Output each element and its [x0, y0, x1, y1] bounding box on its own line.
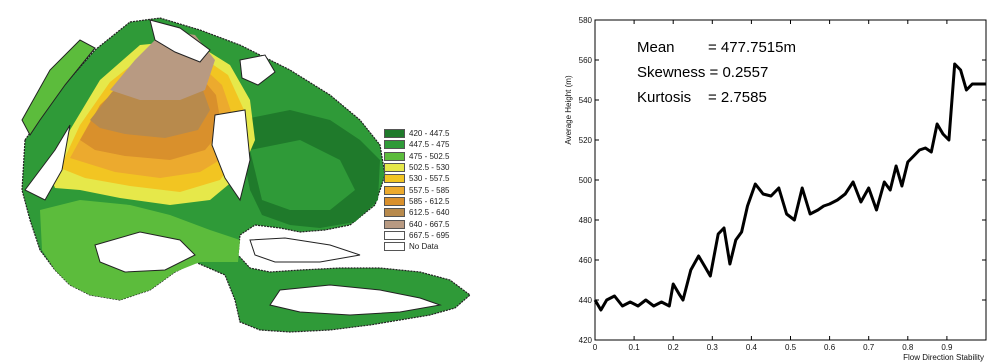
y-tick-label: 520: [579, 136, 593, 145]
stat-label: Kurtosis: [637, 89, 691, 106]
chart-annotations: Mean = 477.7515m Skewness = 0.2557 Kurtosis…: [637, 39, 796, 106]
y-tick-label: 540: [579, 96, 593, 105]
legend-item: 612.5 - 640: [384, 207, 496, 218]
legend-swatch: [384, 208, 405, 218]
y-tick-label: 560: [579, 56, 593, 65]
legend-label: 585 - 612.5: [409, 196, 450, 206]
legend-swatch: [384, 219, 405, 229]
legend-label: 530 - 557.5: [409, 174, 450, 184]
legend-label: 420 - 447.5: [409, 129, 450, 139]
legend-swatch: [384, 174, 405, 184]
legend-item: 557.5 - 585: [384, 184, 496, 195]
elevation-map-panel: 420 - 447.5 447.5 - 475 475 - 502.5 502.5 -…: [21, 17, 496, 333]
elevation-map: [21, 17, 471, 333]
legend-label: 502.5 - 530: [409, 163, 450, 173]
x-tick-label: 0.5: [785, 343, 797, 352]
stat-label: Skewness = 0.2557: [637, 64, 768, 81]
y-axis-label: Average Height (m): [564, 75, 573, 145]
legend-swatch: [384, 129, 405, 139]
y-tick-label: 420: [579, 336, 593, 345]
legend-item: 530 - 557.5: [384, 173, 496, 184]
y-tick-label: 460: [579, 256, 593, 265]
stat-value: = 477.7515m: [708, 39, 796, 56]
line-chart: 420 440 460 480 500 520 540 560 580 0 0.1 0.2 0.3 0.4…: [564, 16, 987, 362]
legend-item: 502.5 - 530: [384, 162, 496, 173]
legend-label: 612.5 - 640: [409, 208, 450, 218]
map-legend: 420 - 447.5 447.5 - 475 475 - 502.5 502.5 -…: [384, 128, 496, 252]
x-axis-label: Flow Direction Stability: [903, 353, 984, 362]
legend-swatch: [384, 140, 405, 150]
legend-label: 640 - 667.5: [409, 219, 450, 229]
map-shape: [21, 17, 471, 333]
chart-series: [593, 62, 986, 312]
legend-swatch: [384, 230, 405, 240]
x-tick-label: 0.8: [902, 343, 914, 352]
legend-item: 475 - 502.5: [384, 151, 496, 162]
x-tick-label: 0.9: [941, 343, 953, 352]
series-line: [593, 62, 986, 312]
y-tick-label: 480: [579, 216, 593, 225]
legend-label: No Data: [409, 242, 439, 252]
legend-swatch: [384, 242, 405, 252]
y-tick-label: 500: [579, 176, 593, 185]
x-tick-label: 0.3: [707, 343, 719, 352]
legend-item: No Data: [384, 241, 496, 252]
stat-value: = 2.7585: [708, 89, 767, 106]
legend-swatch: [384, 163, 405, 173]
y-tick-label: 440: [579, 296, 593, 305]
legend-swatch: [384, 185, 405, 195]
x-tick-label: 0: [593, 343, 598, 352]
legend-swatch: [384, 151, 405, 161]
legend-item: 667.5 - 695: [384, 230, 496, 241]
legend-label: 475 - 502.5: [409, 151, 450, 161]
chart-ticks: 420 440 460 480 500 520 540 560 580 0 0.1 0.2 0.3 0.4…: [579, 16, 986, 352]
legend-label: 447.5 - 475: [409, 140, 450, 150]
legend-item: 447.5 - 475: [384, 139, 496, 150]
legend-item: 420 - 447.5: [384, 128, 496, 139]
y-tick-label: 580: [579, 16, 593, 25]
legend-swatch: [384, 196, 405, 206]
stat-label: Mean: [637, 39, 675, 56]
x-tick-label: 0.4: [746, 343, 758, 352]
x-tick-label: 0.7: [863, 343, 875, 352]
x-tick-label: 0.6: [824, 343, 836, 352]
legend-item: 640 - 667.5: [384, 218, 496, 229]
legend-item: 585 - 612.5: [384, 196, 496, 207]
x-tick-label: 0.2: [668, 343, 680, 352]
line-chart-panel: 420 440 460 480 500 520 540 560 580 0 0.1 0.2 0.3 0.4…: [520, 0, 989, 363]
legend-label: 557.5 - 585: [409, 185, 450, 195]
legend-label: 667.5 - 695: [409, 230, 450, 240]
x-tick-label: 0.1: [629, 343, 641, 352]
